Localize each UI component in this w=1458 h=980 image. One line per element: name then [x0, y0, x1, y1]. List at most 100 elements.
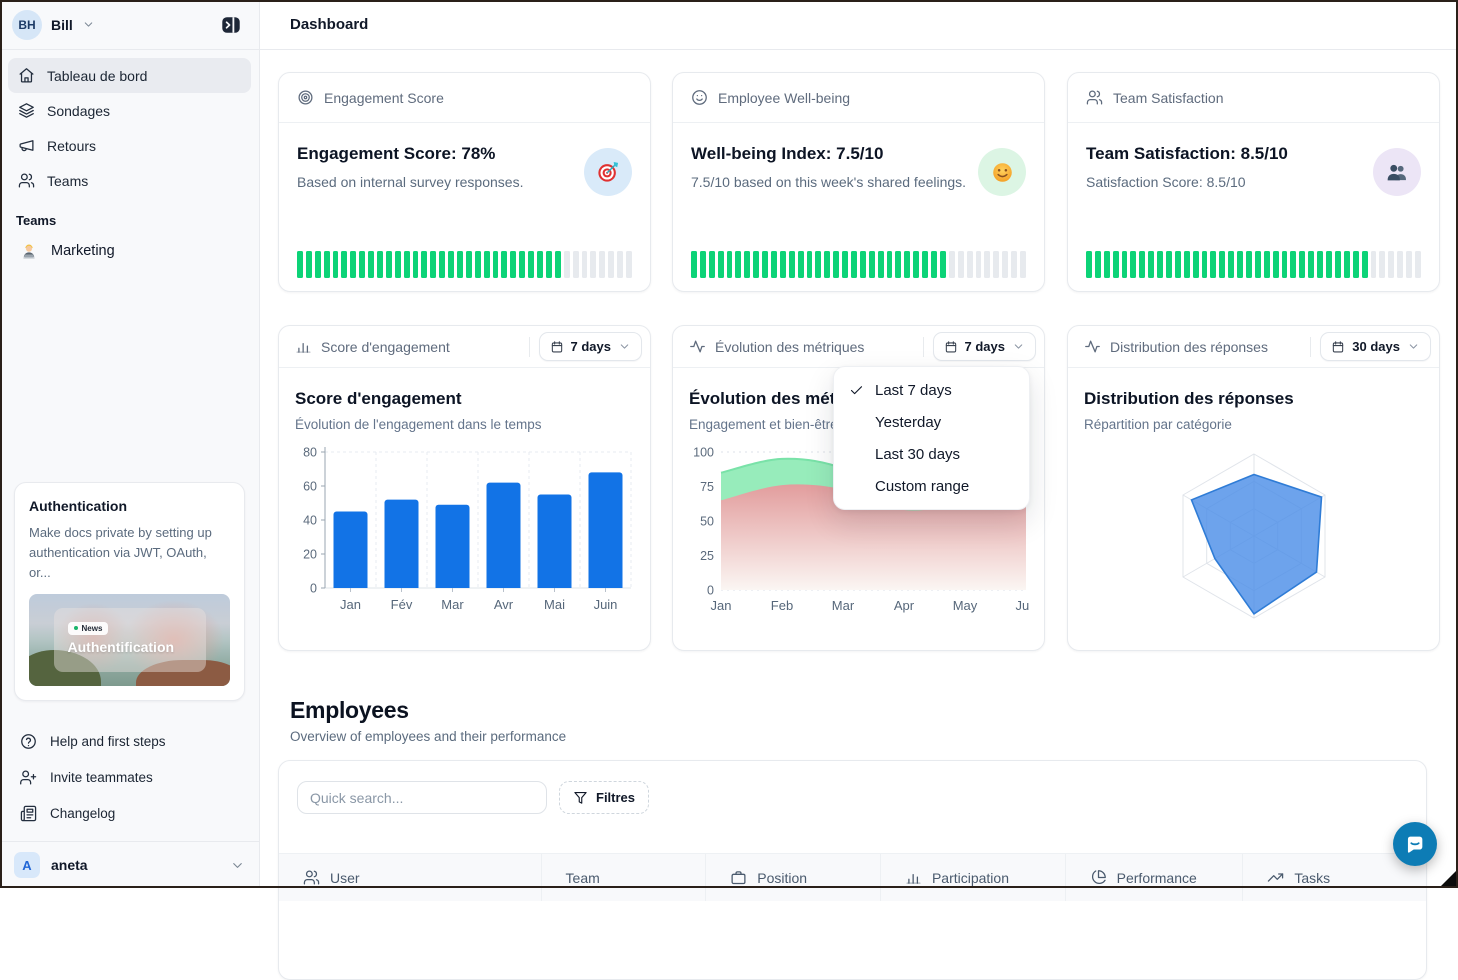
engagement-chart-card: Score d'engagement 7 days Score d'engage…	[278, 325, 651, 651]
bar-chart-icon	[905, 869, 922, 886]
sidebar-item-sondages[interactable]: Sondages	[8, 93, 251, 128]
svg-text:Avr: Avr	[494, 597, 514, 612]
smile-icon	[691, 89, 708, 106]
technologist-icon	[20, 242, 38, 260]
card-header-label: Team Satisfaction	[1113, 89, 1224, 106]
home-icon	[18, 67, 35, 84]
smile-emoji	[978, 148, 1026, 196]
team-item-label: Marketing	[51, 243, 115, 259]
svg-text:Feb: Feb	[771, 598, 793, 613]
chevron-down-icon	[82, 18, 95, 31]
promo-body: Make docs private by setting up authenti…	[29, 524, 212, 580]
sidebar-item-tableau-de-bord[interactable]: Tableau de bord	[8, 58, 251, 93]
svg-text:80: 80	[303, 446, 317, 460]
svg-text:75: 75	[700, 480, 714, 494]
news-dot	[73, 626, 78, 630]
workspace-avatar: A	[14, 852, 40, 878]
footer-item-label: Changelog	[50, 805, 116, 821]
svg-text:60: 60	[303, 480, 317, 494]
column-header-team: Team	[540, 854, 706, 901]
column-header-tasks: Tasks	[1242, 854, 1426, 901]
progress-bar	[1086, 251, 1421, 278]
busts-emoji	[1373, 148, 1421, 196]
collapse-sidebar-button[interactable]	[215, 9, 247, 41]
card-header-label: Employee Well-being	[718, 89, 851, 106]
employees-title: Employees	[290, 697, 409, 723]
svg-text:Apr: Apr	[894, 598, 915, 613]
svg-text:Mar: Mar	[441, 597, 464, 612]
employees-table-card: Filtres User Team Position Participation…	[278, 760, 1427, 980]
sidebar-item-changelog[interactable]: Changelog	[8, 795, 251, 831]
sidebar-item-invite-teammates[interactable]: Invite teammates	[8, 759, 251, 795]
sidebar-item-label: Sondages	[47, 102, 111, 119]
chat-widget-button[interactable]	[1393, 822, 1437, 866]
funnel-icon	[573, 790, 588, 805]
user-name: Bill	[51, 16, 73, 33]
stat-title: Well-being Index: 7.5/10	[691, 144, 884, 163]
promo-title: Authentication	[29, 497, 127, 514]
sidebar-footer-nav: Help and first steps Invite teammates Ch…	[0, 717, 259, 841]
range-select-button[interactable]: 7 days	[932, 332, 1036, 361]
authentication-promo-card[interactable]: Authentication Make docs private by sett…	[14, 481, 245, 701]
team-satisfaction-card: Team Satisfaction Team Satisfaction: 8.5…	[1067, 72, 1440, 292]
pie-chart-icon	[1090, 869, 1107, 886]
workspace-switcher[interactable]: A aneta	[0, 841, 259, 888]
search-input[interactable]	[297, 781, 547, 814]
range-select-button[interactable]: 30 days	[1320, 332, 1431, 361]
employee-wellbeing-card: Employee Well-being Well-being Index: 7.…	[672, 72, 1045, 292]
chevron-down-icon	[230, 858, 245, 873]
megaphone-icon	[18, 137, 35, 154]
chart-title: Distribution des réponses	[1084, 389, 1294, 408]
svg-text:Juin: Juin	[594, 597, 618, 612]
range-select-button[interactable]: 7 days	[538, 332, 642, 361]
menu-item-last-7-days[interactable]: Last 7 days	[834, 374, 1029, 406]
svg-text:Mar: Mar	[832, 598, 855, 613]
svg-text:0: 0	[310, 582, 317, 596]
stat-title: Team Satisfaction: 8.5/10	[1086, 144, 1288, 163]
column-header-user: User	[279, 854, 541, 901]
briefcase-icon	[730, 869, 747, 886]
promo-image: News Authentification	[29, 594, 230, 686]
workspace-name: aneta	[51, 857, 88, 873]
sidebar-item-marketing[interactable]: Marketing	[8, 233, 251, 269]
sidebar-item-help[interactable]: Help and first steps	[8, 723, 251, 759]
users-icon	[1086, 89, 1103, 106]
svg-text:Mai: Mai	[544, 597, 565, 612]
page-title: Dashboard	[290, 16, 369, 33]
menu-item-custom-range[interactable]: Custom range	[875, 477, 970, 495]
page-header: Dashboard	[260, 0, 1458, 50]
chart-subtitle: Engagement et bien-être	[689, 417, 838, 432]
users-icon	[303, 869, 320, 886]
sidebar-item-label: Teams	[47, 172, 89, 189]
sidebar-item-teams[interactable]: Teams	[8, 163, 251, 198]
help-circle-icon	[20, 733, 37, 750]
newspaper-icon	[20, 805, 37, 822]
promo-image-overlay: News Authentification	[53, 608, 206, 672]
card-header-label: Engagement Score	[324, 89, 444, 106]
news-badge: News	[67, 621, 109, 635]
svg-text:40: 40	[303, 514, 317, 528]
menu-item-last-30-days[interactable]: Last 30 days	[875, 445, 961, 463]
menu-item-yesterday[interactable]: Yesterday	[875, 413, 942, 431]
progress-bar	[691, 251, 1026, 278]
svg-text:May: May	[953, 598, 978, 613]
stat-subtitle: Satisfaction Score: 8.5/10	[1086, 174, 1246, 190]
svg-text:Jan: Jan	[711, 598, 732, 613]
area-chart: 0 25 50 75 100 Jan Feb Mar Apr May Jun	[689, 440, 1036, 621]
avatar: BH	[12, 9, 42, 40]
sidebar-item-retours[interactable]: Retours	[8, 128, 251, 163]
filters-button[interactable]: Filtres	[559, 781, 650, 814]
stat-title: Engagement Score: 78%	[297, 144, 496, 163]
stat-subtitle: 7.5/10 based on this week's shared feeli…	[691, 174, 967, 190]
main-content: Dashboard Engagement Score Engagement Sc…	[260, 0, 1458, 980]
engagement-score-card: Engagement Score Engagement Score: 78% B…	[278, 72, 651, 292]
chart-subtitle: Répartition par catégorie	[1084, 417, 1232, 432]
bar-chart: 0 20 40 60 80 Jan Fév Mar Avr Mai Juin	[295, 440, 634, 621]
svg-text:0: 0	[707, 584, 714, 598]
sidebar-item-label: Tableau de bord	[47, 67, 148, 84]
check-icon	[848, 383, 864, 398]
teams-section-label: Teams	[16, 213, 57, 228]
sidebar-user-row[interactable]: BH Bill	[0, 0, 259, 50]
calendar-icon	[944, 340, 958, 354]
svg-text:20: 20	[303, 548, 317, 562]
